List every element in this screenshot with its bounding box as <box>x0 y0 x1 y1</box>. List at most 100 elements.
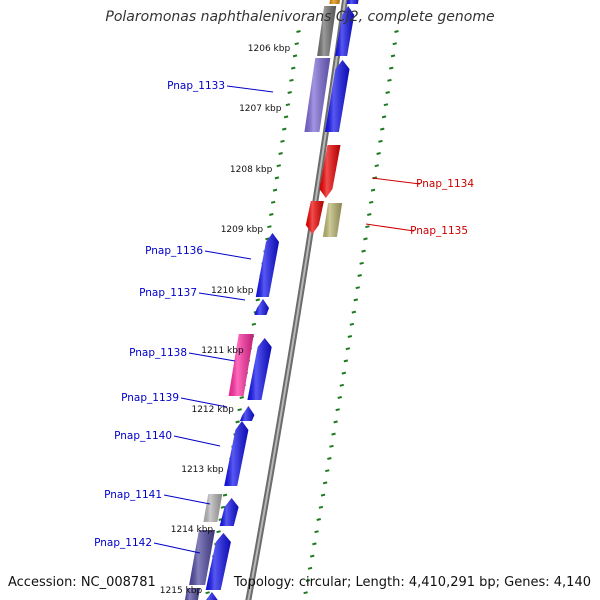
scale-tick <box>274 176 280 180</box>
genome-backbone <box>245 0 349 600</box>
scale-tick <box>303 591 308 595</box>
gene-arrow-shading <box>205 533 231 590</box>
scale-tick <box>341 371 347 375</box>
gene-label: Pnap_1136 <box>145 245 203 257</box>
scale-tick <box>283 115 289 119</box>
scale-tick <box>390 54 396 58</box>
scale-tick <box>343 359 349 363</box>
topology-info: Topology: circular; Length: 4,410,291 bp… <box>233 575 591 590</box>
scale-tick <box>307 566 313 570</box>
scale-tick <box>376 152 381 155</box>
gene-arrow-shading <box>239 406 255 421</box>
leader-line <box>173 435 221 447</box>
scale-tick <box>318 505 324 509</box>
gene-arrow-shading <box>322 203 343 237</box>
scale-tick <box>345 347 351 351</box>
scale-tick <box>337 396 342 399</box>
scale-tick <box>381 115 387 119</box>
gene-label: Pnap_1138 <box>129 347 187 359</box>
scale-tick <box>237 408 242 412</box>
label-leader-lines <box>153 85 421 554</box>
scale-tick <box>316 518 321 521</box>
gene-label: Pnap_1133 <box>167 80 225 92</box>
scale-tick <box>368 200 374 204</box>
gene-arrow-shading <box>255 233 279 297</box>
gene-label: Pnap_1135 <box>410 225 468 237</box>
leader-line <box>188 352 236 362</box>
gene-arrow-shading <box>329 0 340 4</box>
scale-tick <box>292 54 298 58</box>
scale-tick <box>290 66 296 70</box>
scale-tick <box>280 139 285 143</box>
gene-arrow-shading <box>254 299 269 315</box>
leader-line <box>198 292 246 301</box>
gene-arrow-shading <box>335 6 355 56</box>
gene-arrow-shading <box>184 588 201 600</box>
accession-label: Accession: NC_008781 <box>8 575 156 590</box>
scale-tick <box>329 444 334 448</box>
leader-line <box>365 223 415 232</box>
scale-tick <box>272 188 278 192</box>
scale-tick <box>351 310 357 314</box>
gene-arrow-shading <box>206 592 218 600</box>
gene-arrow-shading <box>247 338 272 400</box>
gene-label: Pnap_1134 <box>416 178 474 190</box>
scale-tick <box>296 30 301 33</box>
scale-tick <box>285 103 291 107</box>
gene-arrow-shading <box>189 530 215 585</box>
scale-tick <box>394 30 399 33</box>
scale-tick <box>312 542 317 546</box>
gene-arrow-shading <box>304 58 331 132</box>
scale-tick <box>355 286 360 290</box>
scale-tick <box>353 298 359 302</box>
backbone-line <box>245 0 349 600</box>
gene-label: Pnap_1140 <box>114 430 172 442</box>
scale-tick <box>349 322 355 326</box>
scale-tick <box>205 591 210 595</box>
gene-labels: Pnap_1133 Pnap_1134 Pnap_1135 Pnap_1136 Pnap… <box>94 80 474 549</box>
leader-line <box>371 177 421 185</box>
scale-tick <box>378 139 383 143</box>
scale-tick <box>305 579 311 582</box>
map-title: Polaromonas naphthalenivorans CJ2, compl… <box>105 9 495 25</box>
scale-tick <box>387 78 392 82</box>
scale-labels: 1206 kbp 1207 kbp 1208 kbp 1209 kbp 1210 kbp… <box>160 44 291 596</box>
scale-tick <box>282 127 287 131</box>
gene-label: Pnap_1139 <box>121 392 179 404</box>
scale-tick <box>269 213 274 216</box>
gene-arrow-shading <box>219 498 239 526</box>
scale-tick <box>325 469 330 473</box>
scale-tick <box>363 237 368 241</box>
scale-tick <box>289 78 294 82</box>
scale-tick <box>370 188 376 192</box>
scale-label: 1210 kbp <box>211 286 254 296</box>
gene-label: Pnap_1142 <box>94 537 152 549</box>
scale-tick <box>383 103 389 107</box>
scale-tick <box>220 505 226 509</box>
gene-label: Pnap_1137 <box>139 287 197 299</box>
scale-tick <box>392 42 397 46</box>
scale-tick <box>239 396 244 399</box>
leader-line <box>180 397 228 408</box>
leader-line <box>163 494 211 505</box>
scale-tick <box>309 554 315 558</box>
scale-tick <box>357 274 362 277</box>
scale-label: 1212 kbp <box>191 405 234 415</box>
gene-arrow-shading <box>203 494 223 522</box>
scale-tick <box>365 225 370 229</box>
scale-tick <box>380 127 385 131</box>
scale-tick <box>216 530 221 534</box>
gene-arrow-shading <box>346 0 359 4</box>
scale-tick <box>361 249 366 253</box>
scale-tick <box>333 420 338 424</box>
gene-arrow-shading <box>224 421 249 486</box>
scale-tick <box>339 383 345 387</box>
gene-arrow-shading <box>317 6 337 56</box>
scale-tick <box>320 493 326 497</box>
gene-arrow-shading <box>324 60 350 132</box>
gene-features <box>184 0 359 600</box>
scale-label: 1215 kbp <box>160 586 203 596</box>
scale-label: 1211 kbp <box>201 346 244 356</box>
